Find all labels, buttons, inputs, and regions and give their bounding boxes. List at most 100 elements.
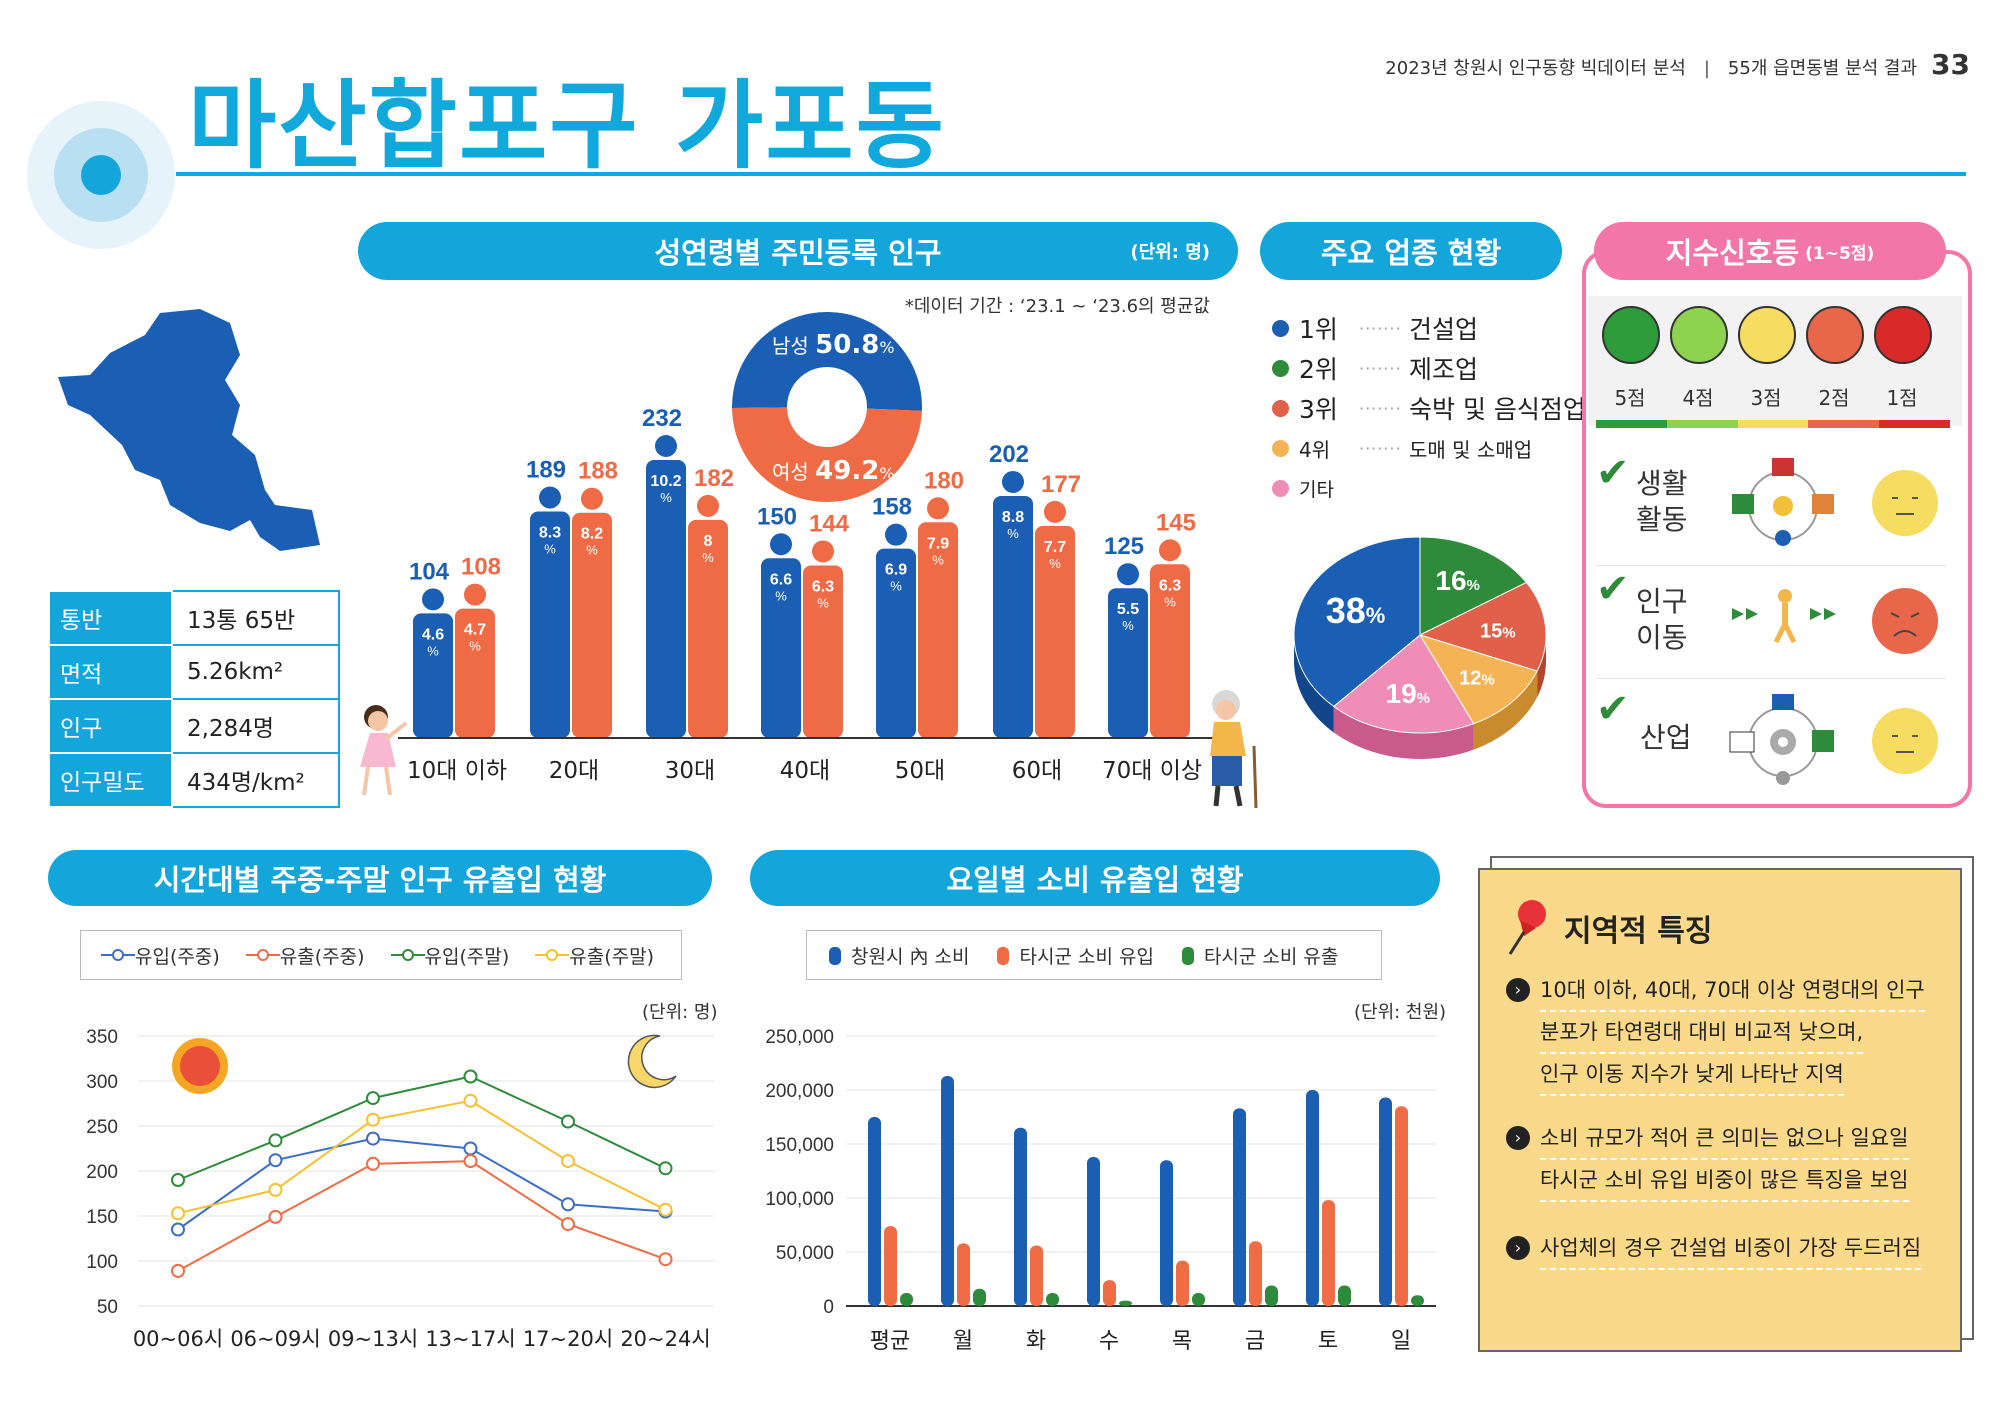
- score-face-icon: [1806, 306, 1864, 364]
- leader-dots: ·······: [1359, 398, 1402, 418]
- population-movement-icon: [1732, 589, 1836, 644]
- consumption-bar: [973, 1288, 986, 1306]
- title-target-icon: [27, 101, 175, 249]
- legend-label: 유출(주말): [569, 945, 654, 968]
- y-tick-label: 150,000: [765, 1135, 834, 1156]
- series-line: [177, 1075, 666, 1181]
- face-neutral-icon: [1872, 470, 1938, 536]
- male-slice: [732, 312, 922, 411]
- population-bar-head: [581, 487, 603, 510]
- report-title: 2023년 창원시 인구동향 빅데이터 분석: [1385, 58, 1686, 79]
- leader-dots: ·······: [1359, 438, 1402, 458]
- data-point: [561, 1197, 575, 1212]
- report-header: 2023년 창원시 인구동향 빅데이터 분석 | 55개 읍면동별 분석 결과 33: [1385, 48, 1970, 81]
- y-tick-label: 0: [823, 1297, 834, 1318]
- consumption-bar: [884, 1226, 897, 1306]
- sun-icon: [172, 1038, 228, 1094]
- legend-dot: [1272, 319, 1289, 337]
- population-bar-head: [697, 494, 719, 517]
- population-bar: [876, 548, 916, 738]
- leader-dots: ·······: [1359, 358, 1402, 378]
- rank-label: 기타: [1299, 478, 1334, 501]
- score-label: 5점: [1614, 386, 1646, 410]
- population-pct-sign: %: [1122, 618, 1134, 633]
- x-tick-label: 13~17시: [425, 1327, 515, 1351]
- female-value: 49.2: [815, 456, 880, 486]
- signal-row-label: 생활 활동: [1636, 466, 1688, 538]
- legend-item: 창원시 內 소비: [827, 942, 969, 969]
- check-icon: ✔: [1596, 450, 1630, 496]
- info-row: 면적 5.26km²: [48, 644, 340, 700]
- signal-label-line1: 생활: [1636, 467, 1688, 500]
- population-value-label: 158: [872, 494, 912, 521]
- industry-gear-icon: [1729, 694, 1834, 785]
- check-icon: ✔: [1596, 686, 1630, 732]
- pie-slice: [1293, 536, 1421, 708]
- population-bar: [1035, 525, 1075, 738]
- legend-label: 유입(주중): [135, 945, 220, 968]
- data-point: [561, 1217, 575, 1232]
- child-illustration: [360, 705, 408, 796]
- male-label: 남성: [772, 334, 809, 358]
- info-key: 인구밀도: [48, 752, 173, 808]
- population-value-label: 145: [1156, 509, 1196, 536]
- industry-legend-item: 2위 ······· 제조업: [1272, 348, 1586, 388]
- legend-item: 유출(주말): [535, 942, 654, 969]
- data-point: [463, 1093, 478, 1108]
- rank-label: 3위: [1299, 395, 1338, 424]
- x-tick-label: 수: [1099, 1329, 1119, 1354]
- consumption-bar: [1249, 1241, 1262, 1306]
- features-title: 지역적 특징: [1564, 914, 1713, 949]
- bullet-icon: ›: [1506, 978, 1530, 1002]
- divider: [1596, 565, 1946, 566]
- population-pct-label: 6.6: [770, 571, 792, 588]
- score-face-icon: [1874, 306, 1932, 364]
- pie-value-label: 38%: [1326, 590, 1386, 631]
- legend-line-marker: [535, 949, 570, 961]
- industry-name: 제조업: [1409, 355, 1479, 384]
- feature-line: 타시군 소비 유입 비중이 많은 특징을 보임: [1540, 1160, 1909, 1202]
- face-neutral-icon: [1872, 708, 1938, 774]
- pie-slice: [1418, 634, 1538, 725]
- population-pct-sign: %: [1049, 556, 1061, 571]
- y-tick-label: 200,000: [765, 1081, 834, 1102]
- pie-slice-side: [1537, 635, 1546, 698]
- pie-slice: [1332, 634, 1475, 734]
- consumption-bar: [1411, 1295, 1424, 1306]
- population-pct-label: 6.9: [885, 562, 907, 579]
- population-bar-head: [1044, 500, 1066, 523]
- score-label: 3점: [1750, 386, 1782, 410]
- y-tick-label: 50: [97, 1297, 118, 1318]
- timeline-section-title: 시간대별 주중-주말 인구 유출입 현황: [153, 863, 607, 897]
- info-key: 인구: [48, 698, 173, 754]
- score-label: 1점: [1886, 386, 1918, 410]
- score-label: 4점: [1682, 386, 1714, 410]
- population-pct-label: 6.3: [1159, 577, 1181, 594]
- face-sad-icon: [1872, 588, 1938, 654]
- female-slice: [732, 407, 922, 502]
- legend-bar-marker: [997, 947, 1010, 965]
- legend-dot: [1272, 479, 1289, 497]
- district-map: [58, 309, 320, 551]
- data-point: [268, 1133, 283, 1148]
- consumption-bar: [941, 1075, 954, 1306]
- population-value-label: 188: [578, 458, 618, 485]
- feature-item: › 사업체의 경우 건설업 비중이 가장 두드러짐: [1506, 1228, 1922, 1270]
- population-bar-head: [927, 497, 949, 520]
- timeline-legend: 유입(주중) 유출(주중) 유입(주말) 유출(주말): [80, 930, 682, 980]
- data-point: [658, 1252, 673, 1267]
- data-point: [561, 1114, 575, 1129]
- pie-slice-side: [1473, 671, 1538, 750]
- pie-value-label: 15%: [1480, 620, 1516, 642]
- y-tick-label: 100,000: [765, 1189, 834, 1210]
- industry-section-title: 주요 업종 현황: [1320, 236, 1502, 270]
- legend-item: 유입(주중): [101, 942, 220, 969]
- y-tick-label: 250,000: [765, 1027, 834, 1048]
- population-bar-head: [1117, 563, 1139, 586]
- pie-slice: [1419, 536, 1528, 636]
- population-pct-sign: %: [890, 579, 902, 594]
- legend-dot: [1272, 359, 1289, 377]
- legend-item: 유출(주중): [245, 942, 365, 969]
- consumption-section-header: 요일별 소비 유출입 현황: [750, 850, 1440, 906]
